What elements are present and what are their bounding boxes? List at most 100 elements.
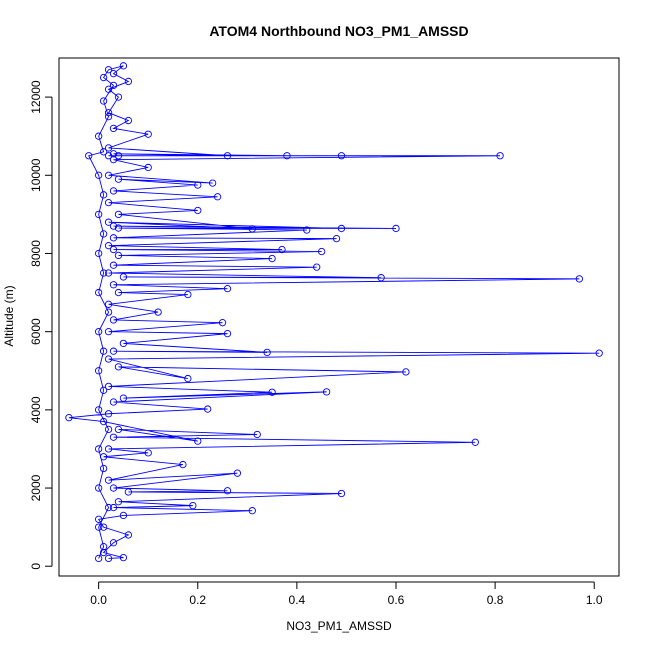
y-tick-label: 12000 xyxy=(29,80,43,114)
data-point xyxy=(124,488,133,496)
data-point xyxy=(189,501,197,510)
data-point xyxy=(109,347,118,355)
data-point xyxy=(109,81,118,90)
data-point xyxy=(99,73,108,82)
data-point xyxy=(268,388,276,396)
data-point xyxy=(104,425,113,434)
data-point xyxy=(392,224,400,233)
data-point xyxy=(218,319,227,327)
data-point xyxy=(124,116,133,125)
data-point xyxy=(109,281,118,289)
data-point xyxy=(204,405,212,413)
data-point xyxy=(194,437,202,445)
data-point xyxy=(104,503,113,512)
data-point xyxy=(223,487,232,495)
data-point xyxy=(104,198,113,207)
data-point xyxy=(109,484,118,492)
data-point xyxy=(99,347,108,355)
data-point xyxy=(208,179,217,187)
plot-frame xyxy=(58,57,620,577)
data-point xyxy=(109,187,118,195)
data-point xyxy=(119,511,128,520)
data-point xyxy=(337,489,346,498)
data-point xyxy=(233,469,242,477)
data-point xyxy=(109,316,118,324)
data-point xyxy=(114,210,123,219)
data-point xyxy=(144,449,152,457)
data-point xyxy=(95,249,103,258)
data-point xyxy=(104,554,113,563)
data-point xyxy=(104,152,113,160)
data-point xyxy=(99,464,108,473)
data-point xyxy=(104,109,113,117)
data-point xyxy=(104,382,113,391)
data-point xyxy=(119,339,128,348)
data-point xyxy=(248,225,256,233)
data-point xyxy=(119,273,128,281)
data-point xyxy=(104,300,113,308)
data-point xyxy=(283,152,291,160)
data-point xyxy=(184,290,192,299)
data-point xyxy=(114,224,123,232)
data-point xyxy=(119,62,128,70)
data-point xyxy=(109,398,118,406)
data-point xyxy=(114,93,123,101)
data-point xyxy=(595,349,603,357)
data-point xyxy=(95,328,103,336)
data-point xyxy=(95,288,103,297)
data-point xyxy=(104,308,113,316)
data-point xyxy=(194,206,202,215)
data-point xyxy=(278,245,286,254)
data-point xyxy=(104,328,113,336)
series-line xyxy=(68,65,600,559)
data-point xyxy=(104,410,113,418)
data-point xyxy=(104,269,113,277)
data-point xyxy=(104,476,113,484)
data-point xyxy=(114,288,123,297)
data-point xyxy=(95,171,103,179)
data-point xyxy=(104,445,113,453)
data-point xyxy=(223,285,232,293)
data-point xyxy=(95,406,103,414)
y-tick-label: 2000 xyxy=(29,474,43,501)
data-point xyxy=(95,515,103,523)
y-tick-label: 0 xyxy=(29,563,43,570)
x-tick-label: 0.0 xyxy=(90,593,107,607)
chart-title: ATOM4 Northbound NO3_PM1_AMSSD xyxy=(209,23,468,39)
y-tick-label: 6000 xyxy=(29,318,43,345)
data-point xyxy=(124,77,133,86)
data-point xyxy=(303,226,311,234)
data-point xyxy=(99,269,108,277)
data-point xyxy=(95,132,103,140)
data-point xyxy=(95,445,103,453)
data-point xyxy=(99,453,108,461)
x-tick-label: 0.6 xyxy=(388,593,405,607)
data-point xyxy=(99,148,108,156)
y-axis: 0 2000 4000 6000 8000 10000 12000 xyxy=(29,80,53,570)
data-point xyxy=(317,247,326,256)
data-point xyxy=(471,438,479,446)
data-point xyxy=(109,539,118,547)
data-point xyxy=(154,308,162,316)
data-point xyxy=(85,152,93,160)
data-point xyxy=(109,503,118,512)
data-point xyxy=(184,374,192,383)
data-point xyxy=(179,460,187,469)
data-point xyxy=(114,363,123,371)
data-point xyxy=(313,263,321,271)
data-point xyxy=(99,97,108,105)
data-point xyxy=(95,210,103,219)
data-point xyxy=(194,181,202,189)
data-point xyxy=(109,222,118,230)
data-point xyxy=(95,484,103,492)
data-point xyxy=(104,171,113,179)
data-point xyxy=(119,394,128,402)
data-point xyxy=(99,386,108,394)
data-point xyxy=(337,224,346,233)
data-point xyxy=(377,274,385,282)
data-point xyxy=(95,367,103,375)
x-tick-label: 0.4 xyxy=(289,593,306,607)
data-point xyxy=(124,531,133,539)
data-point xyxy=(109,124,118,133)
data-point xyxy=(104,144,113,152)
